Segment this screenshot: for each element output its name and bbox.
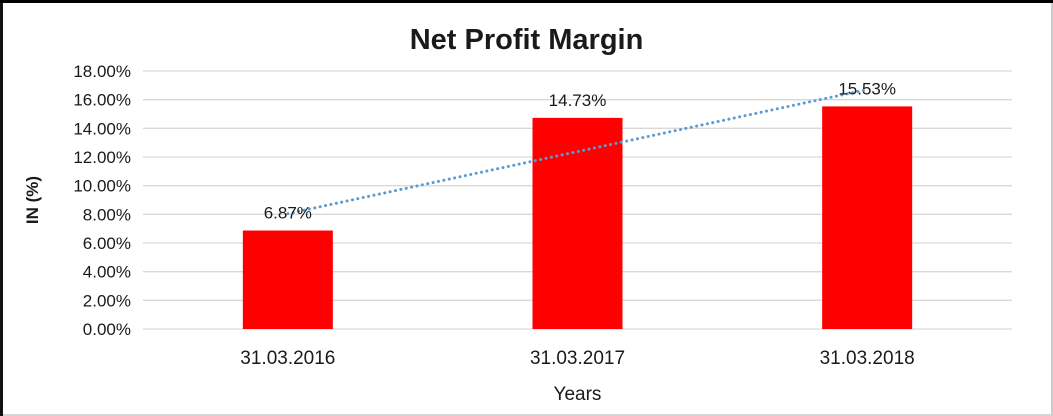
y-axis-tick-label: 2.00% (83, 291, 131, 310)
y-axis-tick-label: 18.00% (73, 62, 131, 81)
bar-31.03.2017 (532, 117, 623, 330)
x-axis-title: Years (553, 384, 602, 405)
x-axis-tick-label: 31.03.2017 (530, 348, 625, 369)
y-axis-tick-label: 6.00% (83, 234, 131, 253)
y-axis-tick-label: 4.00% (83, 263, 131, 282)
trendline (286, 88, 869, 216)
y-axis-tick-label: 8.00% (83, 205, 131, 224)
bar-31.03.2016 (242, 230, 333, 329)
data-label: 15.53% (838, 79, 896, 98)
data-label: 14.73% (549, 91, 607, 110)
chart-title: Net Profit Margin (409, 24, 644, 56)
y-axis-tick-label: 0.00% (83, 320, 131, 339)
data-label: 6.87% (264, 204, 312, 223)
y-axis-tick-label: 12.00% (73, 148, 131, 167)
y-axis-tick-label: 10.00% (73, 177, 131, 196)
bar-31.03.2018 (822, 106, 913, 329)
x-axis-tick-label: 31.03.2016 (240, 348, 335, 369)
x-axis-tick-label: 31.03.2018 (820, 348, 915, 369)
y-axis-tick-label: 14.00% (73, 119, 131, 138)
y-axis-tick-label: 16.00% (73, 91, 131, 110)
